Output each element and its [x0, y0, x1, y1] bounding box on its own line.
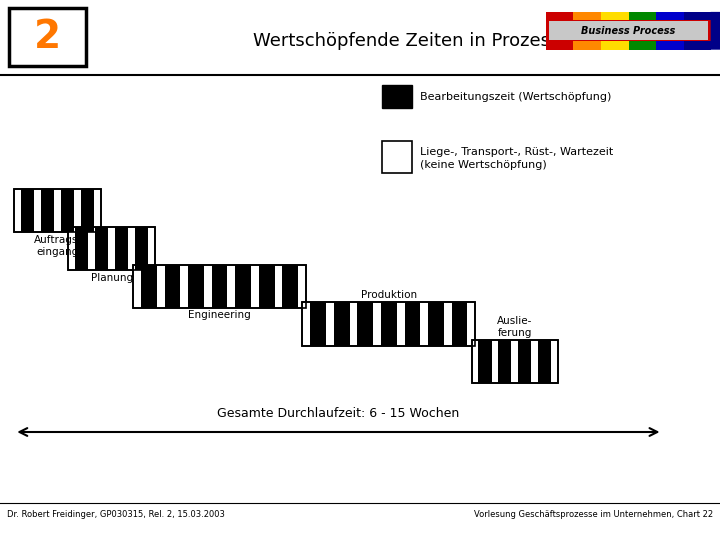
Text: Produktion: Produktion: [361, 289, 417, 300]
Bar: [629, 12, 656, 20]
Bar: [428, 302, 444, 346]
Bar: [302, 302, 475, 346]
Bar: [68, 227, 155, 270]
Bar: [9, 8, 86, 66]
Text: Liege-, Transport-, Rüst-, Wartezeit: Liege-, Transport-, Rüst-, Wartezeit: [420, 147, 613, 157]
Bar: [357, 302, 373, 346]
Bar: [601, 12, 629, 20]
Bar: [472, 340, 558, 383]
Bar: [21, 189, 35, 232]
Bar: [656, 12, 684, 20]
Bar: [135, 227, 148, 270]
Bar: [478, 340, 492, 383]
Bar: [451, 302, 467, 346]
Bar: [684, 12, 711, 20]
Bar: [546, 12, 573, 20]
Bar: [212, 265, 228, 308]
Bar: [188, 265, 204, 308]
Bar: [310, 302, 326, 346]
Bar: [334, 302, 349, 346]
Bar: [382, 141, 412, 173]
Bar: [282, 265, 298, 308]
Text: Wertschöpfende Zeiten in Prozessen: Wertschöpfende Zeiten in Prozessen: [253, 31, 582, 50]
Text: Business Process: Business Process: [582, 26, 675, 36]
Bar: [41, 189, 54, 232]
Text: 2: 2: [34, 18, 61, 56]
Bar: [61, 189, 74, 232]
Text: Auftrags-
eingang: Auftrags- eingang: [34, 235, 81, 256]
Bar: [546, 42, 573, 50]
Bar: [81, 189, 94, 232]
Bar: [165, 265, 180, 308]
Bar: [518, 340, 531, 383]
Bar: [656, 42, 684, 50]
Bar: [133, 265, 306, 308]
Bar: [573, 42, 601, 50]
Bar: [472, 340, 558, 383]
Bar: [405, 302, 420, 346]
Bar: [75, 227, 89, 270]
Bar: [115, 227, 128, 270]
Bar: [382, 85, 412, 108]
Text: Dr. Robert Freidinger, GP030315, Rel. 2, 15.03.2003: Dr. Robert Freidinger, GP030315, Rel. 2,…: [7, 510, 225, 519]
Bar: [95, 227, 108, 270]
Bar: [14, 189, 101, 232]
Bar: [133, 265, 306, 308]
Text: Gesamte Durchlaufzeit: 6 - 15 Wochen: Gesamte Durchlaufzeit: 6 - 15 Wochen: [217, 407, 459, 420]
Text: Planung: Planung: [91, 273, 132, 283]
Bar: [498, 340, 511, 383]
FancyArrow shape: [711, 12, 720, 50]
Text: Vorlesung Geschäftsprozesse im Unternehmen, Chart 22: Vorlesung Geschäftsprozesse im Unternehm…: [474, 510, 713, 519]
Text: Engineering: Engineering: [188, 310, 251, 321]
Bar: [573, 12, 601, 20]
Bar: [141, 265, 157, 308]
Text: (keine Wertschöpfung): (keine Wertschöpfung): [420, 160, 547, 170]
Bar: [68, 227, 155, 270]
Bar: [14, 189, 101, 232]
Bar: [629, 42, 656, 50]
Bar: [549, 21, 708, 40]
Text: Bearbeitungszeit (Wertschöpfung): Bearbeitungszeit (Wertschöpfung): [420, 92, 612, 102]
Text: Auslie-
ferung: Auslie- ferung: [497, 316, 533, 338]
Bar: [684, 42, 711, 50]
Bar: [601, 42, 629, 50]
Bar: [259, 265, 274, 308]
Bar: [538, 340, 552, 383]
Bar: [302, 302, 475, 346]
Bar: [381, 302, 397, 346]
Bar: [235, 265, 251, 308]
Bar: [546, 20, 711, 42]
